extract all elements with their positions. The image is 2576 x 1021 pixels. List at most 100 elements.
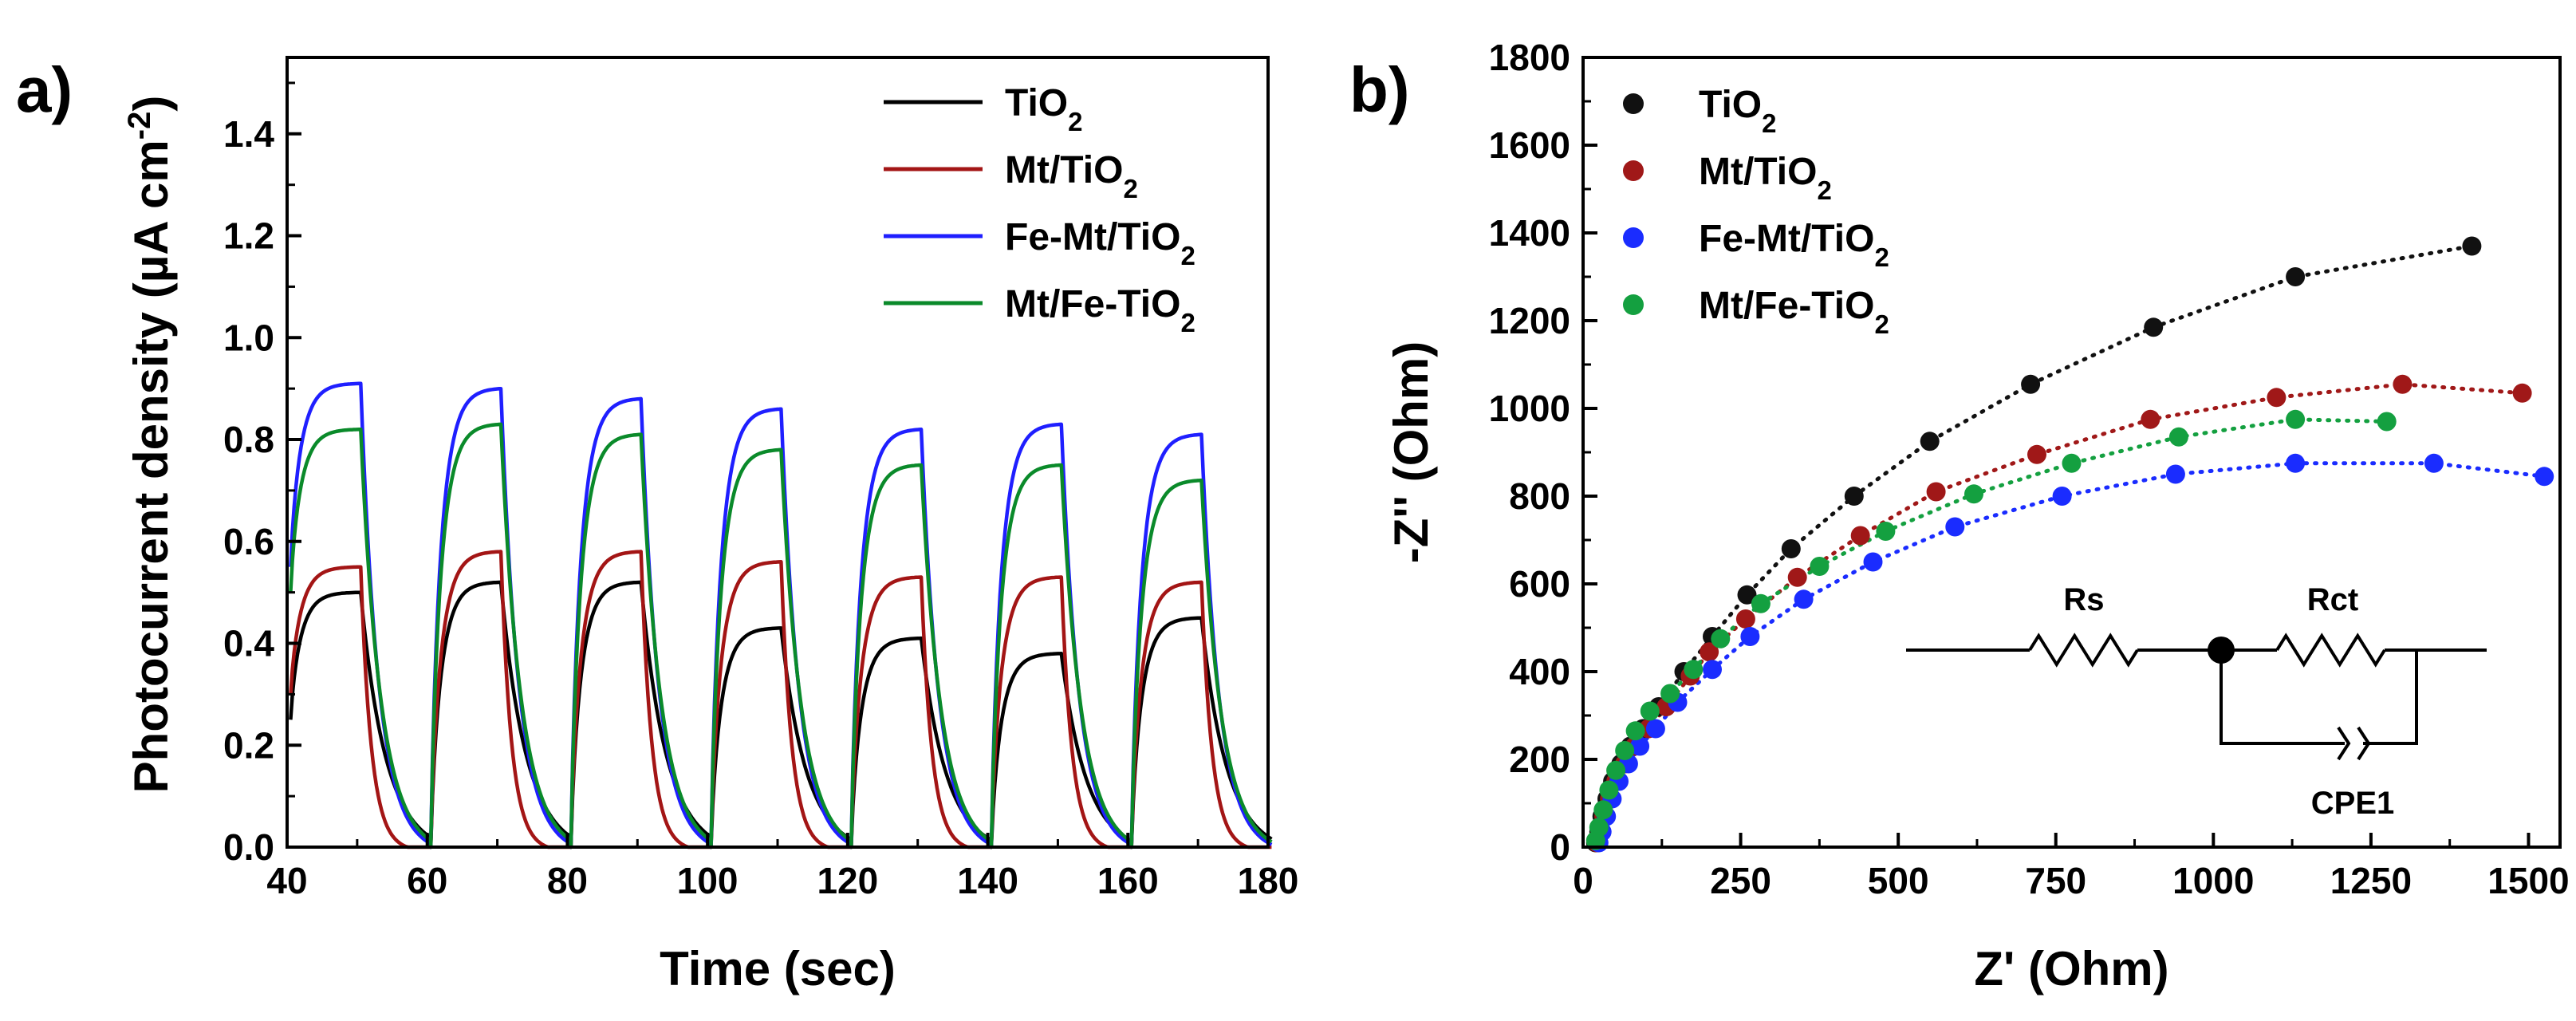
y-axis-label: -Z'' (Ohm) [1385, 341, 1438, 563]
y-tick-label: 1400 [1489, 212, 1570, 254]
data-point-3 [1599, 780, 1619, 800]
x-tick-label: 120 [817, 860, 878, 901]
data-point-2 [1703, 660, 1722, 680]
data-point-0 [2021, 374, 2041, 394]
x-tick-label: 1250 [2330, 860, 2412, 901]
y-tick-label: 0.2 [223, 724, 274, 766]
legend-marker-2 [1623, 227, 1644, 248]
data-point-1 [1787, 567, 1807, 587]
panel-a-chart: a) 40 60 80 100 120 140 160 180 0.0 0.2 0.4 0.6 0.8 1.… [16, 54, 1298, 995]
legend-label-1: Mt/TiO2 [1005, 149, 1138, 203]
data-point-2 [1630, 736, 1650, 756]
legend-label-0: TiO2 [1005, 82, 1082, 136]
data-point-3 [2286, 409, 2306, 429]
resistor-rct [2275, 633, 2386, 668]
data-point-3 [2062, 453, 2082, 473]
data-point-3 [1711, 629, 1731, 648]
y-tick-label: 1.0 [223, 317, 274, 358]
wire [2220, 650, 2345, 745]
legend-label-0: TiO2 [1699, 84, 1776, 138]
y-axis-label: Photocurrent density (µA cm-2) [122, 96, 178, 794]
y-tick-label: 200 [1509, 739, 1570, 780]
legend-label-1: Mt/TiO2 [1699, 151, 1832, 205]
data-point-3 [1589, 818, 1609, 838]
data-point-0 [2286, 267, 2306, 286]
data-point-1 [1850, 526, 1870, 546]
fit-curve-0 [1593, 244, 2474, 845]
circuit-label-rct: Rct [2307, 582, 2358, 617]
data-point-0 [2462, 236, 2482, 256]
x-tick-label: 140 [957, 860, 1018, 901]
resistor-rs [2028, 633, 2139, 668]
legend-label-3: Mt/Fe-TiO2 [1699, 285, 1889, 339]
panel-label-b: b) [1349, 54, 1410, 125]
legend-marker-1 [1623, 160, 1644, 181]
y-tick-label: 1200 [1489, 300, 1570, 341]
x-tick-label: 60 [407, 860, 447, 901]
circuit-label-cpe: CPE1 [2311, 786, 2395, 821]
data-point-3 [1876, 522, 1896, 541]
y-tick-label: 0.0 [223, 826, 274, 868]
legend-label-2: Fe-Mt/TiO2 [1699, 218, 1889, 272]
panel-label-a: a) [16, 54, 73, 125]
data-point-2 [1645, 719, 1665, 739]
equivalent-circuit: Rs Rct CPE1 [1906, 582, 2487, 821]
circuit-label-rs: Rs [2063, 582, 2104, 617]
cpe-element [2337, 726, 2351, 761]
panel-b-chart: b) 0 250 500 750 1000 1250 1500 0 200 400 600 800 100… [1349, 37, 2570, 995]
legend-label-3: Mt/Fe-TiO2 [1005, 283, 1195, 337]
x-tick-label: 160 [1097, 860, 1159, 901]
data-point-3 [1810, 557, 1830, 576]
wire [2363, 650, 2418, 745]
x-tick-label: 100 [677, 860, 739, 901]
y-tick-label: 1000 [1489, 388, 1570, 429]
y-tick-label: 600 [1509, 563, 1570, 605]
y-tick-label: 1.2 [223, 215, 274, 257]
data-point-0 [1844, 487, 1864, 506]
y-tick-label: 0 [1550, 826, 1570, 868]
legend-marker-0 [1623, 93, 1644, 114]
data-point-1 [1735, 609, 1755, 629]
x-tick-label: 180 [1238, 860, 1299, 901]
cpe-element [2357, 726, 2371, 761]
y-tick-label: 0.4 [223, 623, 274, 664]
data-point-0 [1920, 432, 1940, 451]
data-point-0 [1737, 585, 1757, 605]
y-tick-label: 1800 [1489, 37, 1570, 78]
x-tick-label: 80 [547, 860, 588, 901]
fit-curve-2 [1597, 461, 2546, 845]
legend-marker-3 [1623, 294, 1644, 315]
data-point-2 [1945, 517, 1965, 537]
legend-label-2: Fe-Mt/TiO2 [1005, 216, 1195, 270]
x-tick-label: 0 [1573, 860, 1593, 901]
data-point-3 [1615, 741, 1635, 760]
data-point-1 [1926, 482, 1946, 502]
x-tick-label: 500 [1868, 860, 1929, 901]
x-tick-label: 40 [266, 860, 307, 901]
data-point-2 [2535, 467, 2554, 487]
y-tick-label: 0.8 [223, 419, 274, 460]
data-point-2 [1740, 627, 1760, 646]
data-point-3 [1751, 593, 1771, 613]
data-point-3 [2377, 412, 2397, 432]
x-axis-label: Time (sec) [660, 942, 896, 995]
y-tick-label: 0.6 [223, 521, 274, 562]
data-point-1 [2512, 383, 2532, 403]
data-point-0 [2144, 317, 2164, 337]
x-tick-label: 750 [2025, 860, 2086, 901]
y-tick-label: 1600 [1489, 124, 1570, 166]
data-point-1 [1700, 642, 1719, 662]
data-point-2 [1794, 589, 1814, 609]
y-tick-label: 1.4 [223, 113, 274, 155]
data-point-3 [1660, 684, 1680, 704]
data-point-1 [2141, 409, 2160, 429]
data-point-3 [1964, 484, 1983, 504]
data-point-2 [2286, 453, 2306, 473]
data-point-1 [2393, 374, 2413, 394]
fit-curve-1 [1594, 382, 2525, 845]
data-point-2 [2424, 453, 2444, 473]
data-point-3 [1625, 721, 1645, 741]
data-point-2 [2165, 464, 2185, 484]
y-tick-label: 800 [1509, 475, 1570, 517]
